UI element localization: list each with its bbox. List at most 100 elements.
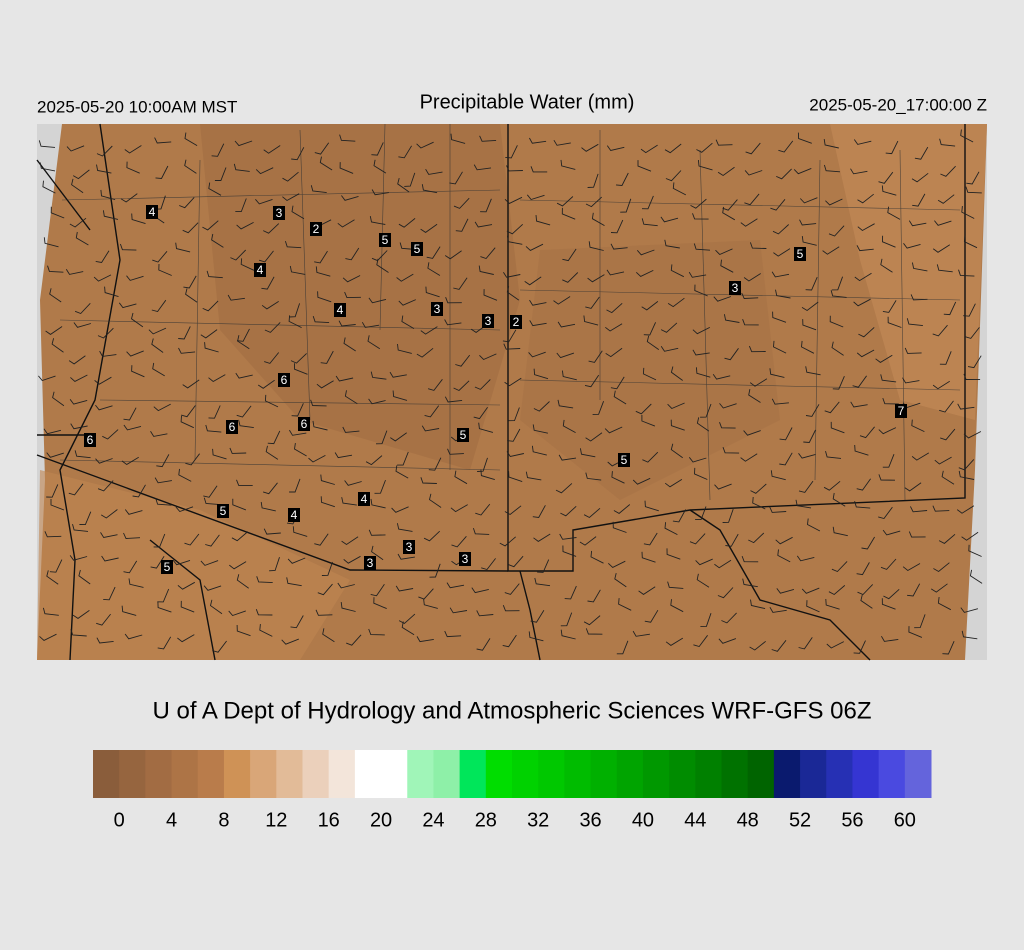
wind-barb: [477, 457, 488, 472]
wind-barb: [967, 355, 982, 369]
colorbar-tick-label: 28: [475, 809, 497, 831]
wind-barb: [506, 235, 523, 245]
wind-barb: [793, 167, 812, 175]
wind-barb: [588, 350, 603, 363]
station-box: [895, 404, 907, 418]
wind-barb: [43, 237, 59, 248]
wind-barb: [613, 504, 631, 514]
wind-barb: [882, 235, 896, 248]
wind-barb: [370, 371, 387, 380]
wind-barb: [799, 219, 817, 226]
wind-barb: [802, 319, 817, 331]
wind-barb: [770, 470, 786, 481]
wind-barbs: [38, 129, 983, 655]
wind-barb: [529, 137, 547, 144]
wind-barb: [204, 342, 219, 353]
wind-barb: [315, 609, 333, 616]
wind-barb: [449, 171, 463, 185]
wind-barb: [71, 178, 84, 194]
wind-barb: [101, 555, 119, 562]
wind-barb: [880, 374, 897, 383]
wind-barb: [531, 445, 547, 456]
wind-barb: [908, 220, 927, 227]
wind-barb: [560, 612, 573, 627]
wind-barb: [373, 597, 387, 610]
wind-barb: [533, 533, 551, 542]
color-swatch: [564, 750, 592, 798]
wind-barb: [480, 198, 492, 213]
wind-barb: [719, 403, 737, 409]
wind-barb: [743, 273, 761, 282]
wind-barb: [74, 302, 91, 315]
wind-barb: [561, 207, 576, 220]
wind-barb: [392, 390, 408, 401]
wind-barb: [714, 483, 732, 490]
wind-barb: [963, 431, 982, 439]
wind-barb: [397, 451, 409, 466]
wind-barb: [345, 247, 360, 261]
wind-barb: [740, 218, 758, 227]
wind-barb: [772, 311, 787, 323]
wind-barb: [100, 189, 116, 201]
wind-barb: [177, 634, 195, 643]
wind-barb: [857, 223, 875, 232]
wind-barb: [583, 615, 601, 626]
station-box: [217, 504, 229, 518]
wind-barb: [957, 403, 975, 410]
wind-barb: [856, 349, 875, 358]
station-box: [226, 420, 238, 434]
wind-barb: [904, 482, 922, 492]
station-label: 3: [732, 281, 739, 295]
station-label: 2: [313, 222, 320, 236]
wind-barb: [397, 553, 415, 560]
wind-barb: [319, 156, 333, 171]
wind-barb: [911, 172, 929, 183]
wind-barb: [181, 405, 196, 418]
wind-barb: [289, 265, 306, 275]
wind-barb: [42, 607, 59, 616]
wind-barb: [228, 610, 246, 617]
wind-barb: [878, 171, 894, 184]
wind-barb: [878, 474, 896, 481]
wind-barb: [832, 526, 848, 537]
color-swatch: [695, 750, 722, 798]
wind-barb: [714, 559, 732, 569]
wind-barb: [420, 223, 438, 233]
wind-barb: [555, 483, 573, 494]
station-label: 2: [513, 315, 520, 329]
wind-barb: [823, 480, 841, 491]
station-box: [431, 302, 443, 316]
wind-barb: [396, 523, 413, 532]
wind-barb: [882, 397, 899, 405]
wind-barb: [132, 484, 146, 498]
wind-barb: [960, 607, 979, 613]
station-box: [618, 453, 630, 467]
wind-barb: [887, 206, 901, 220]
wind-barb: [832, 376, 845, 390]
wind-barb: [717, 166, 735, 177]
wind-barb: [421, 184, 438, 194]
wind-barb: [124, 633, 143, 640]
wind-barb: [371, 545, 384, 561]
wind-barb: [908, 626, 923, 638]
wind-barb: [69, 555, 88, 561]
wind-barb: [390, 432, 407, 442]
wind-barb: [805, 277, 818, 291]
wind-barb: [180, 415, 194, 429]
wind-barb: [397, 343, 412, 354]
wind-barb: [211, 233, 224, 248]
wind-barb: [97, 327, 114, 339]
wind-barb: [748, 532, 765, 544]
color-swatch: [381, 750, 408, 798]
wind-barb: [878, 427, 897, 435]
wind-barb: [480, 469, 495, 481]
wind-barb: [39, 633, 57, 641]
wind-barb: [315, 266, 331, 277]
wind-barb: [97, 480, 114, 492]
wind-barb: [690, 198, 707, 209]
wind-barb: [337, 582, 355, 589]
wind-barb: [907, 583, 921, 597]
wind-barb: [504, 583, 520, 595]
wind-barb: [93, 274, 112, 282]
station-label: 5: [460, 428, 467, 442]
